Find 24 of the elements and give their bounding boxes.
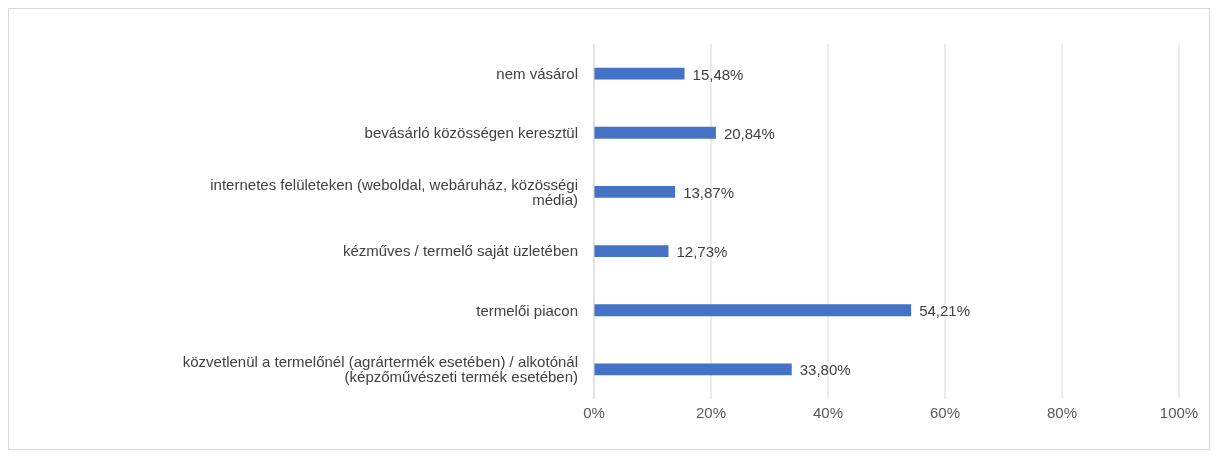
bar [594, 126, 716, 139]
data-label: 54,21% [919, 302, 970, 320]
x-tick-label: 20% [695, 403, 727, 421]
data-label: 15,48% [692, 65, 744, 83]
data-label: 13,87% [683, 183, 735, 201]
bar [594, 245, 669, 257]
x-tick-label: 40% [812, 403, 844, 421]
data-label: 12,73% [676, 243, 728, 261]
y-tick-label: kézműves / termelő saját üzletében [342, 242, 578, 260]
x-tick-label: 100% [1159, 403, 1199, 421]
bar [594, 363, 792, 376]
y-tick-label: közvetlenül a termelőnél (agrártermék esetében) / alkotónál (képzőművészeti termék esetében) [182, 353, 578, 386]
x-tick-label: 80% [1046, 403, 1078, 421]
y-tick-label: nem vásárol [496, 64, 578, 82]
bar [594, 304, 912, 317]
bar [594, 67, 685, 80]
data-label: 20,84% [723, 124, 775, 142]
y-tick-label: bevásárló közösségen keresztül [364, 124, 578, 142]
x-tick-label: 0% [583, 403, 605, 421]
y-tick-label: termelői piacon [476, 301, 578, 319]
x-tick-label: 60% [929, 403, 961, 421]
data-label: 33,80% [799, 361, 851, 379]
y-tick-label: internetes felületeken (weboldal, webáruház, közösségi média) [210, 175, 578, 208]
bar [594, 186, 676, 198]
